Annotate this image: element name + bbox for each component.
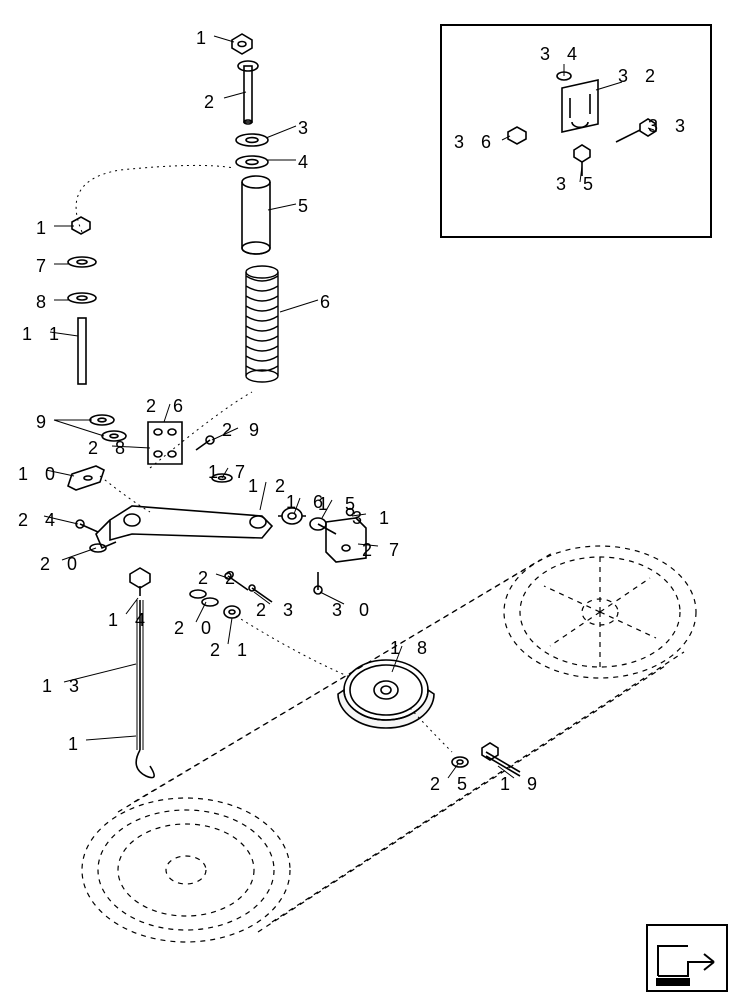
part-washers-9 [90, 415, 126, 441]
part-bolt-19 [482, 743, 520, 776]
part-nut-left [72, 217, 90, 234]
part-screw-29 [196, 436, 214, 450]
part-screw-23 [249, 585, 272, 602]
part-lever-12 [96, 506, 272, 548]
part-spacer-21 [224, 606, 240, 618]
part-sleeve-5 [242, 176, 270, 254]
part-washer-4 [236, 156, 268, 168]
part-washer-8 [68, 293, 96, 303]
inset-svg [442, 26, 710, 236]
part-washer-20b [190, 590, 218, 606]
part-screw-31 [347, 509, 354, 516]
belt-and-pulleys [82, 546, 696, 942]
part-screw-30 [314, 572, 322, 594]
part-washer-7 [68, 257, 96, 267]
part-rod-13 [136, 600, 154, 778]
part-washer-3 [236, 134, 268, 146]
part-block-27 [326, 518, 366, 562]
part-screw-24 [76, 520, 98, 532]
part-screw-22 [225, 573, 248, 590]
part-washer-25 [452, 757, 468, 767]
part-rod-11 [78, 318, 86, 384]
inset-detail-box [440, 24, 712, 238]
nav-badge [646, 924, 728, 992]
part-fitting-14 [130, 568, 150, 596]
part-bushing-16 [278, 508, 306, 524]
part-spring-6 [246, 266, 278, 382]
part-tab-10 [68, 466, 104, 490]
part-plate-28 [148, 422, 182, 464]
part-pin-2 [238, 61, 258, 124]
arrow-icon [648, 926, 726, 990]
part-nut-top [232, 34, 252, 54]
